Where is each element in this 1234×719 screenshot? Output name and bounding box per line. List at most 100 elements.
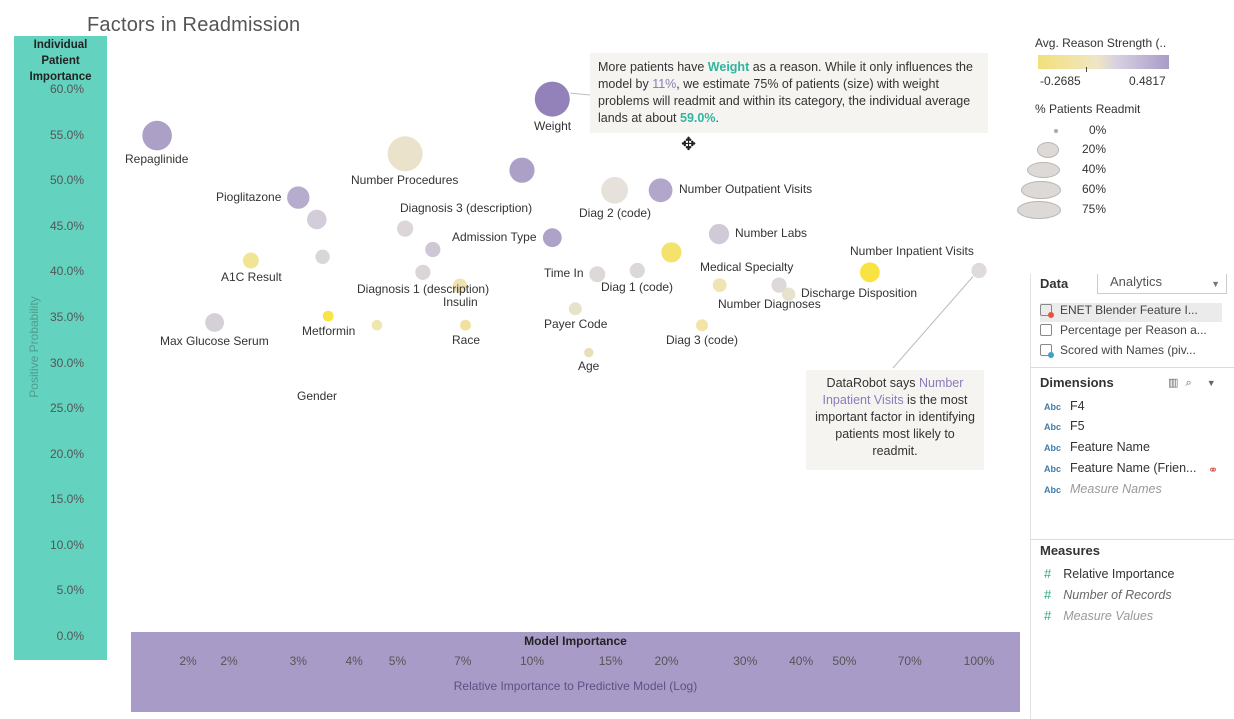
dimension-feature-name[interactable]: Abc Feature Name (1044, 440, 1150, 454)
dimension-feature-name-friendly[interactable]: Abc Feature Name (Frien... (1044, 461, 1196, 475)
size-legend-label: 60% (1082, 182, 1107, 196)
point-label: Number Procedures (351, 173, 459, 187)
scatter-point[interactable] (629, 262, 645, 279)
measure-measure-values[interactable]: # Measure Values (1044, 608, 1153, 623)
color-legend-max: 0.4817 (1129, 74, 1166, 88)
scatter-point[interactable] (589, 266, 606, 283)
y-tick-label: 20.0% (49, 446, 84, 461)
dimension-label: F5 (1070, 419, 1085, 433)
scatter-point[interactable] (568, 302, 582, 316)
annotation-weight: More patients have Weight as a reason. W… (590, 53, 988, 133)
y-tick-label: 45.0% (49, 218, 84, 233)
scatter-point[interactable] (542, 228, 562, 248)
y-tick-label: 35.0% (49, 309, 84, 324)
scatter-point[interactable] (781, 287, 796, 301)
measure-label: Number of Records (1063, 588, 1172, 602)
point-label: Number Inpatient Visits (850, 244, 974, 258)
measure-icon: # (1044, 566, 1052, 581)
datasource-item[interactable]: Scored with Names (piv... (1040, 343, 1222, 362)
measure-icon: # (1044, 587, 1052, 602)
size-legend-label: 0% (1089, 123, 1107, 137)
measure-relative-importance[interactable]: # Relative Importance (1044, 566, 1174, 581)
scatter-point[interactable] (371, 319, 383, 331)
scatter-point[interactable] (661, 242, 682, 263)
abc-icon: Abc (1044, 443, 1062, 453)
dimension-measure-names[interactable]: Abc Measure Names (1044, 482, 1162, 496)
scatter-plot[interactable] (0, 0, 1030, 719)
scatter-point[interactable] (509, 157, 535, 183)
scatter-point[interactable] (452, 278, 468, 294)
abc-icon: Abc (1044, 464, 1062, 474)
datasource-item[interactable]: Percentage per Reason a... (1040, 323, 1222, 342)
scatter-point[interactable] (648, 178, 673, 203)
chevron-down-icon[interactable]: ▼ (1206, 378, 1216, 388)
divider (1030, 539, 1234, 540)
scatter-point[interactable] (860, 262, 880, 283)
scatter-point[interactable] (425, 241, 441, 258)
scatter-point[interactable] (696, 319, 708, 332)
point-label: Diag 1 (code) (601, 280, 674, 294)
color-ramp[interactable] (1038, 55, 1169, 69)
abc-icon: Abc (1044, 485, 1062, 495)
chart-title: Factors in Readmission (87, 14, 301, 36)
datasource-item[interactable]: ENET Blender Feature I... (1040, 303, 1222, 322)
columns-icon[interactable]: ▥ (1168, 377, 1179, 389)
point-label: Discharge Disposition (801, 286, 918, 300)
scatter-point[interactable] (415, 264, 431, 280)
x-axis-header: Model Importance (524, 634, 627, 648)
scatter-point[interactable] (712, 278, 727, 292)
tab-analytics[interactable]: Analytics ▼ (1097, 274, 1227, 294)
point-label: Number Diagnoses (718, 297, 821, 311)
annotation-leader-line (892, 276, 974, 369)
scatter-point[interactable] (322, 310, 334, 322)
point-label: Pioglitazone (216, 190, 282, 204)
point-label: Weight (534, 119, 572, 133)
scatter-point[interactable] (387, 136, 423, 172)
scatter-point[interactable] (584, 347, 594, 358)
datasource-label: ENET Blender Feature I... (1060, 303, 1198, 317)
annotation-text: DataRobot says (826, 376, 919, 390)
scatter-point[interactable] (708, 223, 730, 245)
datasource-label: Percentage per Reason a... (1060, 323, 1207, 337)
y-tick-label: 55.0% (49, 127, 84, 142)
color-ramp-marker (1086, 67, 1087, 72)
scatter-point[interactable] (205, 313, 225, 332)
datasource-icon (1040, 344, 1054, 358)
dimensions-title: Dimensions (1040, 375, 1114, 390)
measures-title: Measures (1040, 543, 1100, 558)
y-tick-label: 0.0% (56, 629, 84, 643)
scatter-point[interactable] (771, 277, 787, 293)
dimension-label: Measure Names (1070, 482, 1162, 496)
scatter-point[interactable] (315, 249, 330, 264)
y-tick-label: 5.0% (56, 583, 84, 598)
dimension-f5[interactable]: Abc F5 (1044, 419, 1085, 433)
x-tick-label: 3% (289, 654, 307, 668)
color-legend-min: -0.2685 (1040, 74, 1081, 88)
measure-number-of-records[interactable]: # Number of Records (1044, 587, 1172, 602)
scatter-point[interactable] (242, 252, 259, 269)
dimension-f4[interactable]: Abc F4 (1044, 399, 1085, 413)
y-axis-header: Individual Patient Importance (29, 39, 92, 83)
pane-tools[interactable]: ▥ ⌕ ▼ (1168, 376, 1216, 390)
scatter-point[interactable] (460, 319, 471, 331)
scatter-point[interactable] (142, 120, 172, 151)
annotation-text: . (715, 111, 719, 125)
scatter-point[interactable] (534, 81, 570, 117)
scatter-point[interactable] (307, 209, 327, 230)
search-icon[interactable]: ⌕ (1185, 377, 1192, 389)
x-tick-label: 50% (832, 654, 857, 668)
scatter-point[interactable] (397, 220, 414, 237)
tab-data[interactable]: Data (1040, 276, 1069, 291)
size-legend-swatch (1054, 129, 1058, 133)
scatter-point[interactable] (601, 176, 628, 204)
size-legend-title: % Patients Readmit (1035, 102, 1141, 116)
chevron-down-icon[interactable]: ▼ (1211, 279, 1220, 289)
x-tick-label: 100% (963, 654, 995, 668)
point-label: Number Outpatient Visits (679, 182, 813, 196)
point-label: Race (452, 333, 481, 347)
x-tick-label: 2% (179, 654, 197, 668)
abc-icon: Abc (1044, 402, 1062, 412)
link-icon[interactable]: ⚭ (1208, 463, 1219, 477)
scatter-point[interactable] (287, 186, 310, 209)
scatter-point[interactable] (971, 262, 987, 279)
